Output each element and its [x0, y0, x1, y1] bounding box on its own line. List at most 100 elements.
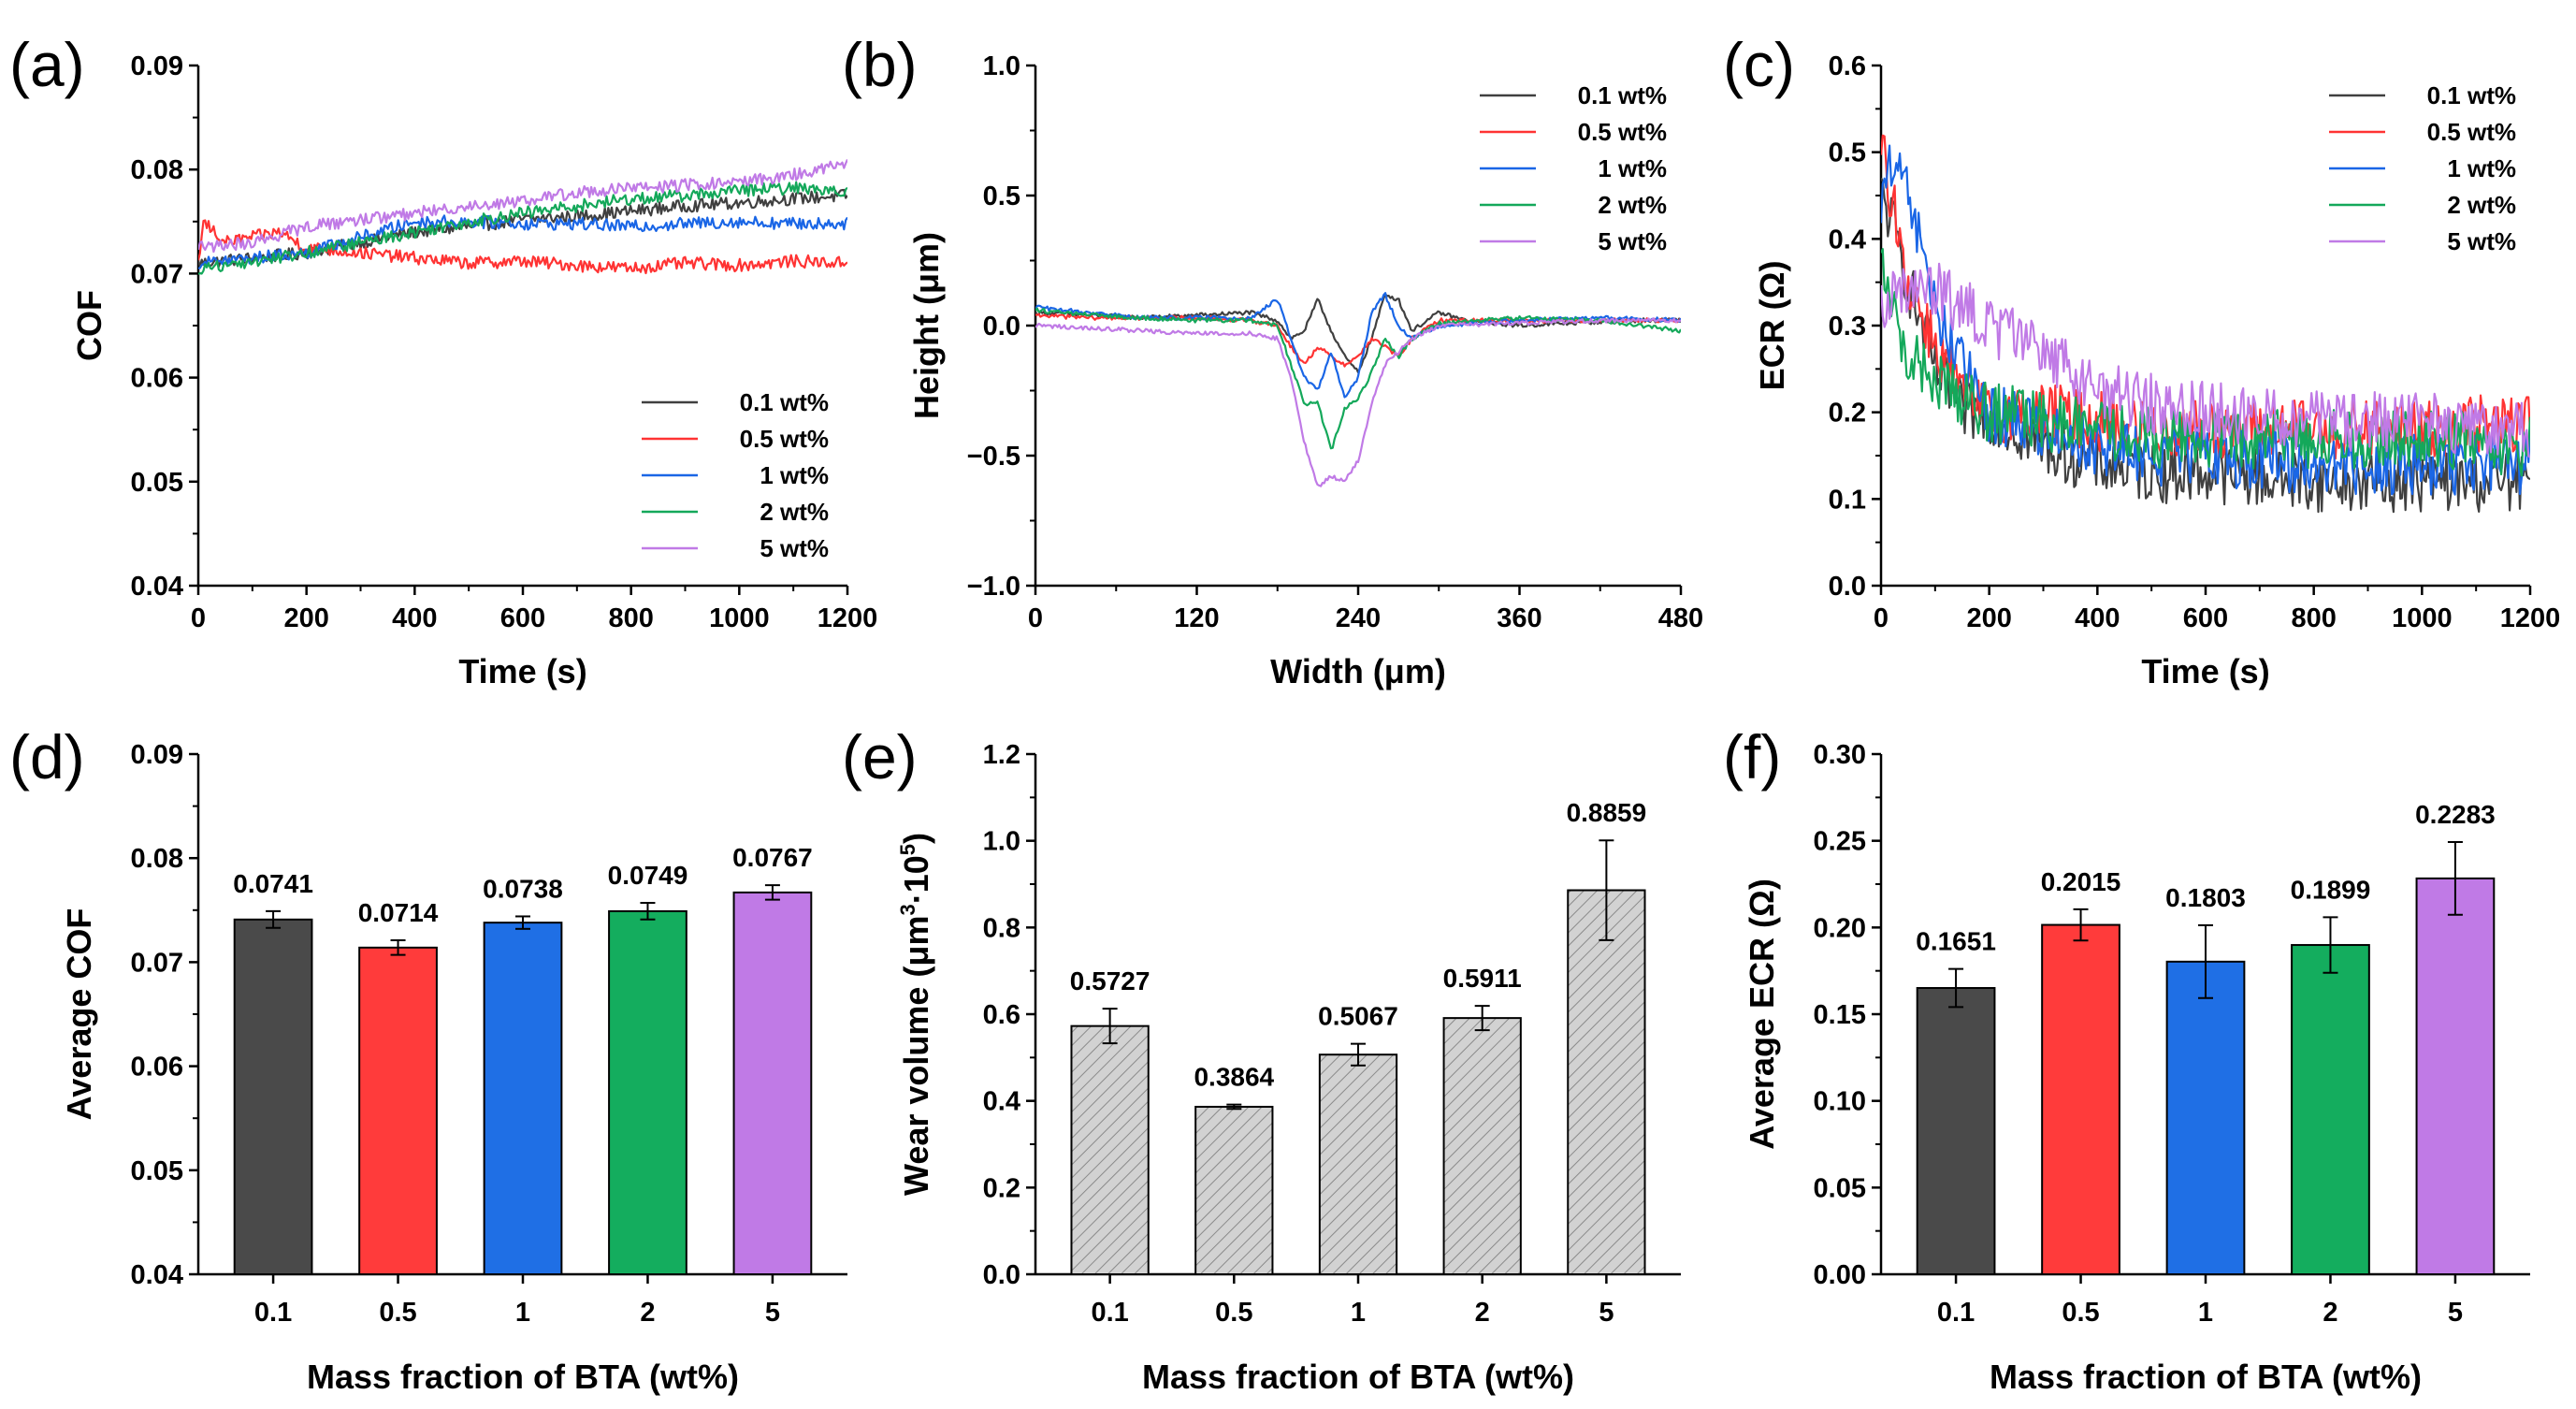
- series-line-5-wt-: [1035, 317, 1681, 487]
- y-tick-label: 1.2: [983, 740, 1020, 770]
- y-tick-label: 0.08: [131, 155, 183, 185]
- y-tick-label: 0.06: [131, 1053, 183, 1082]
- x-tick-label: 1200: [2500, 603, 2561, 633]
- bar-2: [2291, 944, 2370, 1275]
- x-tick-label: 240: [1336, 603, 1381, 633]
- x-tick-label: 800: [608, 603, 653, 633]
- x-tick-label: 1: [515, 1298, 530, 1328]
- y-tick-label: 0.04: [131, 1260, 183, 1290]
- plot-area: [1881, 134, 2530, 514]
- legend-label: 0.5 wt%: [2427, 118, 2516, 146]
- y-tick-label: 1.0: [983, 51, 1020, 81]
- y-tick-label: 0.0: [1829, 572, 1866, 602]
- x-axis-title: Time (s): [458, 652, 586, 690]
- x-tick-label: 0: [191, 603, 206, 633]
- value-label: 0.5911: [1443, 964, 1522, 993]
- series-line-2-wt-: [1035, 307, 1681, 450]
- panel-label: (e): [842, 722, 918, 792]
- panel-label: (d): [9, 722, 85, 792]
- bar-5: [2415, 877, 2496, 1275]
- legend-label: 0.5 wt%: [1578, 118, 1667, 146]
- y-axis-title-superscript: 3: [896, 904, 919, 915]
- x-tick-label: 0: [1028, 603, 1043, 633]
- y-axis-title-part: Wear volume (μm: [897, 916, 935, 1196]
- y-tick-label: 0.4: [1829, 225, 1866, 254]
- panel-label: (f): [1723, 722, 1781, 792]
- bar-0-5: [1194, 1105, 1274, 1276]
- value-label: 0.2283: [2415, 800, 2496, 829]
- panel-label: (a): [9, 30, 85, 99]
- bar-1: [483, 922, 563, 1275]
- value-label: 0.0767: [732, 843, 813, 872]
- y-tick-label: −0.5: [967, 442, 1020, 472]
- y-tick-label: 0.8: [983, 913, 1020, 943]
- bar-0-5: [2041, 923, 2120, 1275]
- plot-area: [1035, 292, 1681, 487]
- y-tick-label: 0.05: [131, 468, 183, 498]
- x-tick-label: 360: [1497, 603, 1541, 633]
- x-tick-label: 200: [283, 603, 328, 633]
- y-tick-label: 1.0: [983, 827, 1020, 857]
- bar-0-5: [358, 946, 438, 1275]
- legend-label: 0.1 wt%: [740, 388, 829, 416]
- x-tick-label: 0.5: [1215, 1298, 1252, 1328]
- bar-5: [1567, 889, 1646, 1276]
- y-axis-title: Average ECR (Ω): [1743, 879, 1781, 1150]
- series-line-5-wt-: [1881, 262, 2530, 458]
- legend-label: 5 wt%: [1598, 227, 1667, 255]
- panel-label: (b): [842, 30, 918, 99]
- x-tick-label: 0.5: [379, 1298, 416, 1328]
- y-tick-label: 0.6: [983, 1000, 1020, 1030]
- x-tick-label: 400: [2075, 603, 2120, 633]
- x-tick-label: 1200: [818, 603, 878, 633]
- value-label: 0.1803: [2165, 883, 2246, 912]
- y-tick-label: 0.07: [131, 259, 183, 289]
- bar-0-1: [1070, 1024, 1150, 1276]
- y-tick-label: 0.07: [131, 948, 183, 978]
- value-label: 0.0749: [608, 861, 688, 890]
- value-label: 0.3864: [1194, 1063, 1274, 1092]
- value-label: 0.8859: [1567, 798, 1647, 827]
- x-tick-label: 1000: [2392, 603, 2453, 633]
- x-axis-title: Mass fraction of BTA (wt%): [1142, 1358, 1574, 1396]
- y-axis-title-superscript: 5: [896, 844, 919, 855]
- legend-label: 5 wt%: [2447, 227, 2516, 255]
- x-tick-label: 1: [2198, 1298, 2213, 1328]
- x-axis-title: Mass fraction of BTA (wt%): [1990, 1358, 2422, 1396]
- panel-e: (e) 0.0 0.2 0.4 0.6 0.8 1.0 1.2 0.1 0.5727 0.5 0.38…: [842, 722, 1681, 1396]
- x-tick-label: 600: [2183, 603, 2228, 633]
- x-tick-label: 2: [2323, 1298, 2337, 1328]
- y-tick-label: 0.00: [1814, 1260, 1866, 1290]
- legend: 0.1 wt% 0.5 wt% 1 wt% 2 wt% 5 wt%: [2329, 81, 2516, 255]
- series-line-2-wt-: [198, 181, 847, 275]
- legend-label: 2 wt%: [1598, 191, 1667, 219]
- y-tick-label: −1.0: [967, 572, 1020, 602]
- panel-f: (f) 0.00 0.05 0.10 0.15 0.20 0.25 0.30 0.1 0.1651…: [1723, 722, 2530, 1396]
- legend-label: 1 wt%: [1598, 154, 1667, 182]
- value-label: 0.1651: [1916, 927, 1996, 956]
- series-line-1-wt-: [198, 214, 847, 269]
- panel-label: (c): [1723, 30, 1795, 99]
- y-tick-label: 0.0: [983, 312, 1020, 341]
- y-tick-label: 0.1: [1829, 485, 1866, 515]
- plot-area: [198, 159, 847, 275]
- legend-label: 2 wt%: [2447, 191, 2516, 219]
- bar-0-1: [233, 918, 313, 1275]
- y-tick-label: 0.06: [131, 364, 183, 394]
- legend-label: 1 wt%: [760, 461, 829, 489]
- y-tick-label: 0.25: [1814, 827, 1866, 857]
- bar-1: [2165, 960, 2246, 1275]
- panel-b: (b) −1.0 −0.5 0.0 0.5 1.0 0 120 240 360 480 0.1 wt%…: [842, 30, 1703, 690]
- y-tick-label: 0.08: [131, 844, 183, 874]
- x-tick-label: 0.1: [1091, 1298, 1128, 1328]
- legend-label: 5 wt%: [760, 534, 829, 562]
- x-tick-label: 120: [1174, 603, 1219, 633]
- x-tick-label: 1000: [709, 603, 770, 633]
- value-label: 0.5727: [1070, 966, 1151, 995]
- x-tick-label: 0.1: [1937, 1298, 1975, 1328]
- y-tick-label: 0.05: [131, 1156, 183, 1186]
- legend: 0.1 wt% 0.5 wt% 1 wt% 2 wt% 5 wt%: [1480, 81, 1667, 255]
- legend-label: 1 wt%: [2447, 154, 2516, 182]
- legend: 0.1 wt% 0.5 wt% 1 wt% 2 wt% 5 wt%: [642, 388, 829, 562]
